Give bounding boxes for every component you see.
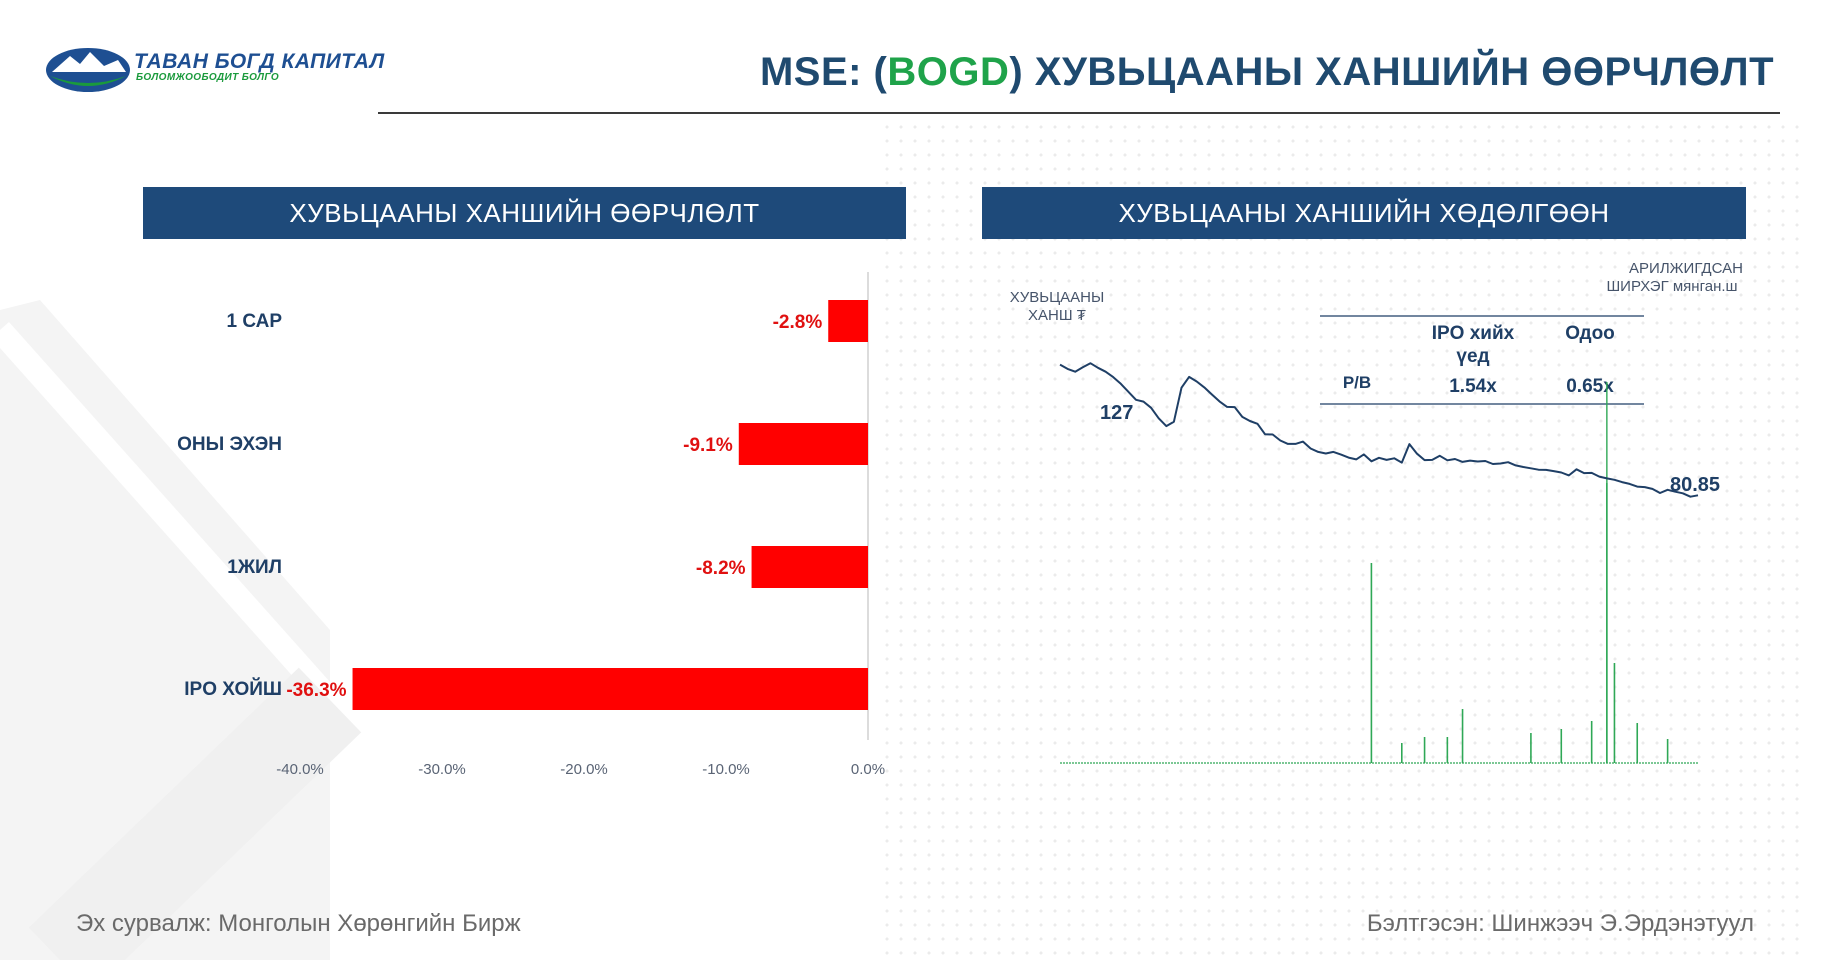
header-divider: [378, 112, 1780, 114]
logo-name: ТАВАН БОГД КАПИТАЛ: [134, 50, 385, 73]
title-prefix: MSE: (: [759, 50, 888, 94]
x-tick-label: -30.0%: [418, 761, 466, 778]
data-label: -36.3%: [286, 680, 346, 701]
world-map-dots: [880, 120, 1800, 960]
category-label: IPO ХОЙШ: [184, 678, 282, 700]
title-suffix: ) ХУВЬЦААНЫ ХАНШИЙН ӨӨРЧЛӨЛТ: [1009, 50, 1774, 94]
bar: [828, 300, 868, 342]
author-note: Бэлтгэсэн: Шинжээч Э.Эрдэнэтуул: [1366, 910, 1754, 937]
pb-row-label: P/B: [1343, 373, 1371, 392]
ticker-symbol: BOGD: [887, 50, 1010, 94]
data-label: -2.8%: [773, 312, 823, 333]
pb-value-now: 0.65x: [1566, 376, 1614, 397]
bar: [352, 668, 868, 710]
left-panel-title: ХУВЬЦААНЫ ХАНШИЙН ӨӨРЧЛӨЛТ: [143, 187, 906, 239]
company-logo: [46, 48, 130, 92]
category-label: ОНЫ ЭХЭН: [177, 434, 282, 455]
volume-axis-label: АРИЛЖИГДСАН ШИРХЭГ мянган.ш: [1606, 260, 1743, 295]
start-price-label: 127: [1100, 402, 1133, 424]
x-tick-label: -20.0%: [560, 761, 608, 778]
page-title: MSE: (BOGD) ХУВЬЦААНЫ ХАНШИЙН ӨӨРЧЛӨЛТ: [760, 50, 1774, 95]
x-tick-label: -10.0%: [702, 761, 750, 778]
pb-header-ipo: IPO хийх үед: [1432, 323, 1515, 367]
pb-ratio-table: IPO хийх үед Одоо P/B 1.54x 0.65x: [1320, 315, 1644, 405]
bar: [751, 546, 868, 588]
data-label: -8.2%: [696, 558, 746, 579]
bar: [738, 423, 868, 465]
x-tick-label: -40.0%: [276, 761, 324, 778]
pb-header-now: Одоо: [1565, 323, 1615, 344]
pb-value-ipo: 1.54x: [1449, 376, 1497, 397]
category-label: 1 САР: [227, 311, 283, 332]
x-tick-label: 0.0%: [851, 761, 885, 778]
logo-tagline: БОЛОМЖООБОДИТ БОЛГО: [136, 72, 280, 83]
price-axis-label: ХУВЬЦААНЫ ХАНШ ₮: [1010, 289, 1105, 324]
price-line: [1059, 362, 1699, 498]
right-panel-title: ХУВЬЦААНЫ ХАНШИЙН ХӨДӨЛГӨӨН: [982, 187, 1746, 239]
data-label: -9.1%: [683, 435, 733, 456]
end-price-label: 80.85: [1670, 474, 1720, 496]
category-label: 1ЖИЛ: [227, 557, 282, 578]
source-note: Эх сурвалж: Монголын Хөрөнгийн Бирж: [76, 910, 521, 937]
